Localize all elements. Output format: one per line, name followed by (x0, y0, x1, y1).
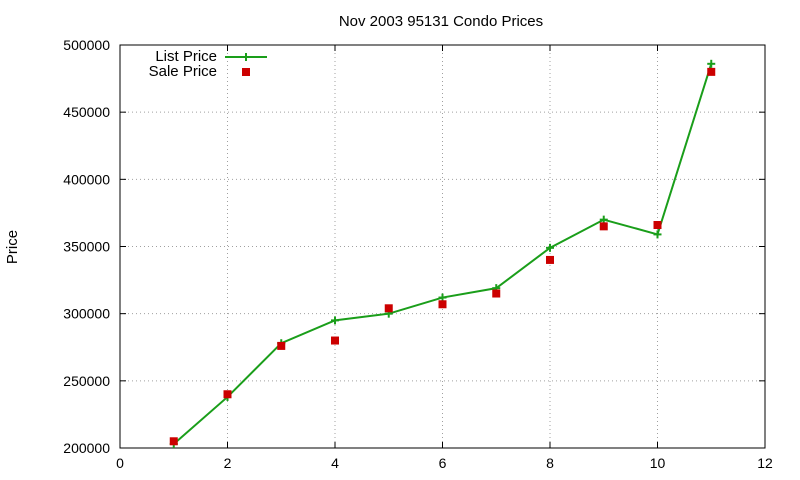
x-tick-label: 10 (650, 455, 666, 471)
sale-price-point (384, 304, 393, 313)
y-tick-label: 200000 (63, 440, 110, 456)
list-price-point (331, 316, 339, 325)
y-axis-label: Price (4, 230, 21, 264)
chart-title: Nov 2003 95131 Condo Prices (339, 13, 543, 30)
y-tick-label: 250000 (63, 373, 110, 389)
x-tick-label: 0 (116, 455, 124, 471)
x-tick-label: 6 (439, 455, 447, 471)
sale-price-point (653, 221, 662, 230)
x-tick-label: 12 (757, 455, 773, 471)
x-tick-label: 8 (546, 455, 554, 471)
sale-price-point (277, 341, 286, 350)
sale-price-point (223, 390, 232, 399)
tick-labels: 0 2 4 6 8 10 12 200000 250000 300000 350000 400000 4… (63, 37, 773, 471)
sale-price-point (546, 255, 554, 264)
sale-price-point (331, 336, 339, 345)
y-tick-label: 400000 (63, 171, 110, 187)
legend-label-list-price: List Price (155, 48, 217, 65)
x-tick-label: 2 (224, 455, 232, 471)
axes (119, 44, 766, 449)
list-price-point (438, 293, 447, 302)
list-price-point (546, 243, 554, 252)
y-tick-label: 500000 (63, 37, 110, 53)
legend-label-sale-price: Sale Price (149, 63, 217, 80)
legend-square-sale-price (242, 68, 250, 76)
sale-price-point (169, 437, 178, 446)
sale-price-point (599, 222, 608, 231)
sale-price-point (492, 289, 501, 298)
sale-price-point (707, 67, 716, 76)
sale-price-point (438, 300, 447, 309)
list-price-point (599, 215, 608, 224)
list-price-point (707, 59, 716, 68)
y-tick-label: 450000 (63, 104, 110, 120)
grid (120, 45, 765, 448)
x-tick-label: 4 (331, 455, 339, 471)
y-tick-label: 350000 (63, 239, 110, 255)
y-tick-label: 300000 (63, 306, 110, 322)
list-price-point (653, 230, 662, 239)
plot-area (169, 59, 716, 448)
